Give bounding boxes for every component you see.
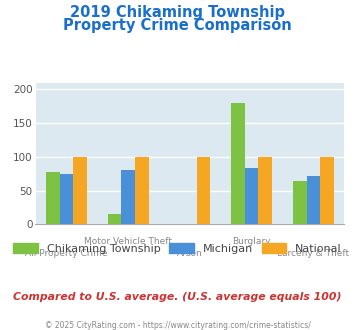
Bar <box>307 176 320 224</box>
Text: Compared to U.S. average. (U.S. average equals 100): Compared to U.S. average. (U.S. average … <box>13 292 342 302</box>
Bar <box>320 157 334 224</box>
Text: Arson: Arson <box>177 248 203 257</box>
Bar <box>121 170 135 224</box>
Text: 2019 Chikaming Township: 2019 Chikaming Township <box>70 5 285 20</box>
Text: Property Crime Comparison: Property Crime Comparison <box>63 18 292 33</box>
Bar <box>73 157 87 224</box>
Bar <box>258 157 272 224</box>
Text: Larceny & Theft: Larceny & Theft <box>277 248 350 257</box>
Text: Motor Vehicle Theft: Motor Vehicle Theft <box>84 237 172 246</box>
Bar <box>245 168 258 224</box>
Bar <box>108 214 121 224</box>
Bar <box>135 157 148 224</box>
Text: © 2025 CityRating.com - https://www.cityrating.com/crime-statistics/: © 2025 CityRating.com - https://www.city… <box>45 321 310 330</box>
Text: All Property Crime: All Property Crime <box>25 248 108 257</box>
Bar <box>231 103 245 224</box>
Bar <box>197 157 210 224</box>
Legend: Chikaming Township, Michigan, National: Chikaming Township, Michigan, National <box>9 238 346 258</box>
Bar <box>293 181 307 224</box>
Bar <box>60 174 73 224</box>
Text: Burglary: Burglary <box>233 237 271 246</box>
Bar <box>46 172 60 224</box>
